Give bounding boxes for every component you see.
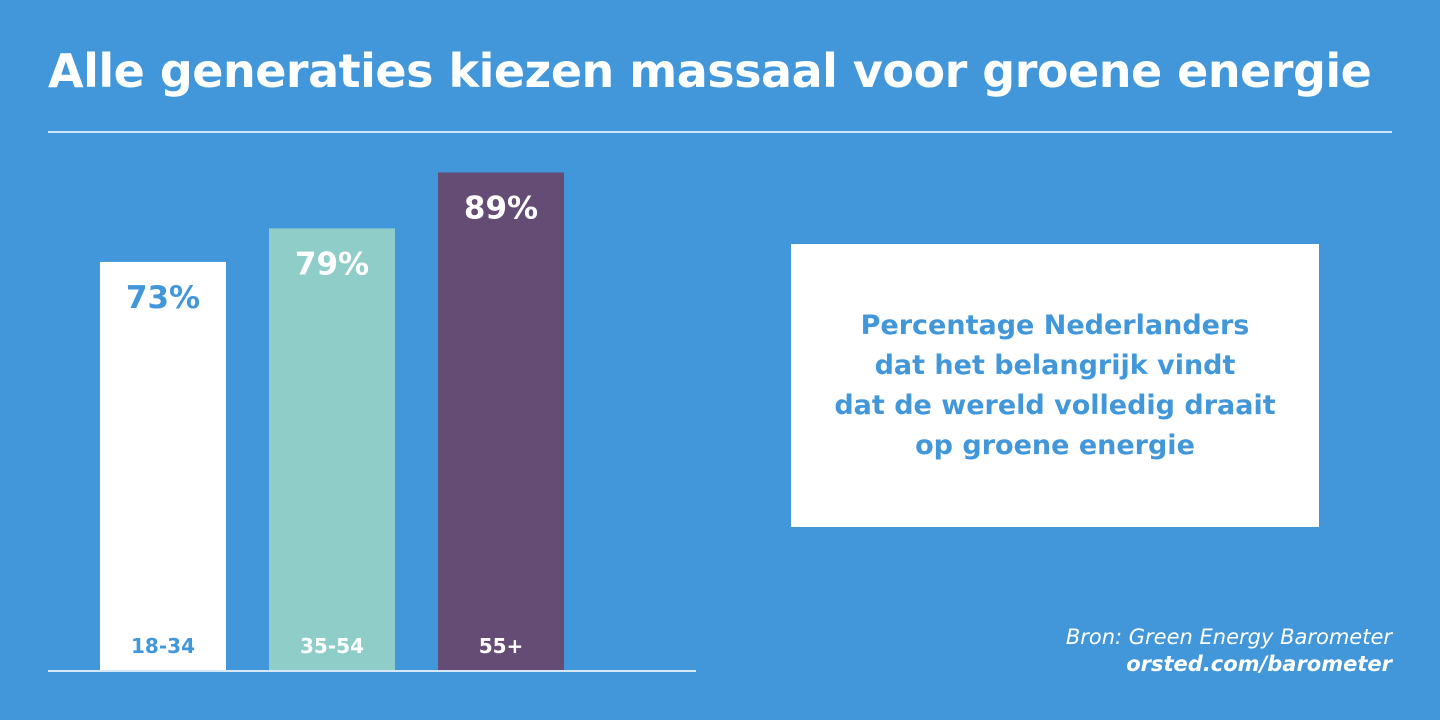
- bar-chart: 73% 18-34 79% 35-54 89% 55+: [48, 172, 696, 672]
- chart-title: Alle generaties kiezen massaal voor groe…: [48, 44, 1372, 98]
- title-divider: [48, 131, 1392, 133]
- source-credit: Bron: Green Energy Barometer orsted.com/…: [1066, 624, 1392, 678]
- data-label: 79%: [295, 246, 369, 282]
- description-box: Percentage Nederlanders dat het belangri…: [791, 244, 1319, 527]
- data-label: 73%: [126, 280, 200, 316]
- data-label: 89%: [464, 190, 538, 226]
- category-label: 55+: [479, 634, 524, 658]
- description-text: Percentage Nederlanders dat het belangri…: [834, 309, 1276, 461]
- category-label: 18-34: [131, 634, 195, 658]
- bar-55+: [438, 172, 564, 671]
- source-label: Bron: Green Energy Barometer: [1065, 625, 1392, 649]
- source-link[interactable]: orsted.com/barometer: [1126, 652, 1392, 676]
- category-label: 35-54: [300, 634, 364, 658]
- bar-35-54: [269, 228, 395, 670]
- bar-18-34: [100, 261, 226, 670]
